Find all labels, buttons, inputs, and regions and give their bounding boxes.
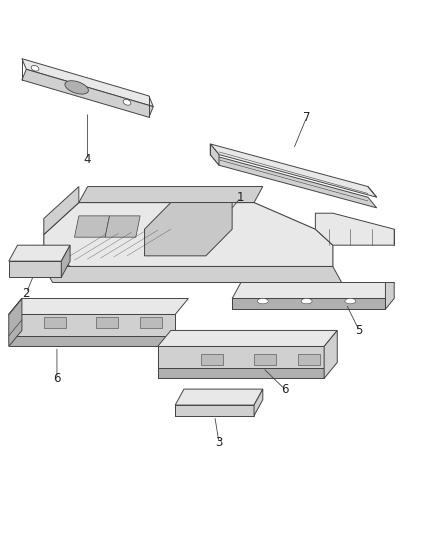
Polygon shape [44,266,342,282]
Polygon shape [158,346,324,368]
Polygon shape [201,354,223,365]
Text: 6: 6 [53,372,61,385]
Text: 6: 6 [281,383,289,395]
Polygon shape [145,203,232,256]
Polygon shape [158,330,337,346]
Polygon shape [175,389,263,405]
Text: 7: 7 [303,111,311,124]
Polygon shape [9,298,188,314]
Polygon shape [61,245,70,277]
Polygon shape [315,213,394,245]
Ellipse shape [257,298,268,304]
Polygon shape [254,389,263,416]
Polygon shape [79,187,263,203]
Polygon shape [96,317,118,328]
Polygon shape [175,405,254,416]
Polygon shape [9,261,61,277]
Ellipse shape [123,100,131,105]
Polygon shape [385,282,394,309]
Ellipse shape [31,66,39,71]
Polygon shape [44,317,66,328]
Polygon shape [324,330,337,378]
Text: 2: 2 [22,287,30,300]
Polygon shape [44,187,79,235]
Polygon shape [44,203,333,266]
Polygon shape [9,314,175,336]
Polygon shape [22,69,153,117]
Ellipse shape [301,298,312,304]
Polygon shape [74,216,110,237]
Polygon shape [298,354,320,365]
Polygon shape [232,298,385,309]
Polygon shape [9,298,22,346]
Polygon shape [9,245,70,261]
Polygon shape [210,144,377,197]
Polygon shape [210,155,377,208]
Polygon shape [232,282,394,298]
Polygon shape [140,317,162,328]
Polygon shape [254,354,276,365]
Text: 4: 4 [84,154,92,166]
Text: 3: 3 [215,436,223,449]
Ellipse shape [65,80,88,94]
Polygon shape [158,368,324,378]
Polygon shape [22,59,153,107]
Polygon shape [9,336,175,346]
Text: 1: 1 [237,191,245,204]
Text: 5: 5 [356,324,363,337]
Polygon shape [210,144,219,165]
Ellipse shape [345,298,356,304]
Polygon shape [105,216,140,237]
